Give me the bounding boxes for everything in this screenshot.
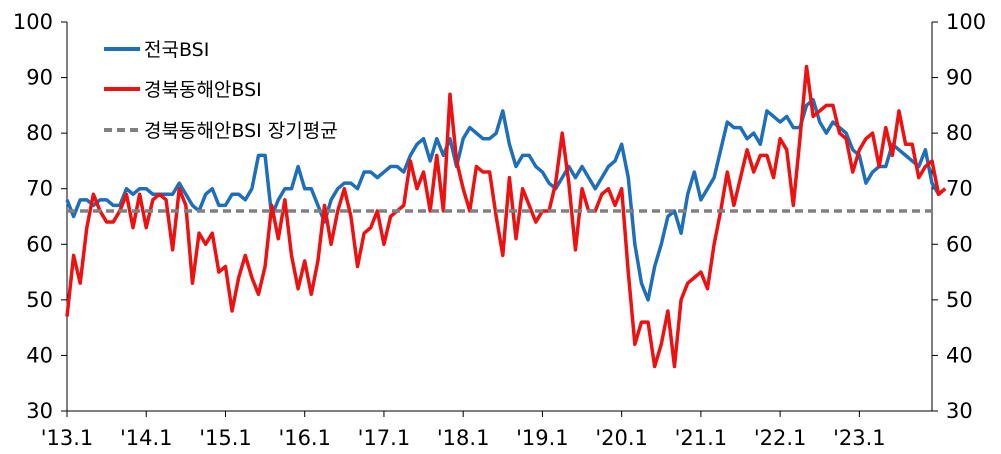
right-y-tick-label: 70 [946, 177, 973, 201]
right-y-tick-label: 30 [946, 399, 973, 423]
x-tick-label: '20.1 [595, 426, 648, 450]
left-y-tick-label: 50 [26, 288, 53, 312]
x-tick-label: '23.1 [833, 426, 886, 450]
legend: 전국BSI 경북동해안BSI 경북동해안BSI 장기평균 [104, 39, 338, 142]
x-tick-label: '21.1 [675, 426, 728, 450]
x-tick-label: '22.1 [754, 426, 807, 450]
x-tick-label: '15.1 [199, 426, 252, 450]
x-tick-label: '13.1 [41, 426, 94, 450]
right-y-tick-label: 100 [946, 10, 986, 34]
x-tick-label: '19.1 [516, 426, 569, 450]
left-y-tick-label: 70 [26, 177, 53, 201]
right-y-tick-label: 90 [946, 66, 973, 90]
left-y-tick-label: 30 [26, 399, 53, 423]
left-y-tick-label: 90 [26, 66, 53, 90]
left-y-tick-label: 100 [13, 10, 53, 34]
x-tick-label: '18.1 [437, 426, 490, 450]
left-y-tick-label: 60 [26, 232, 53, 256]
left-y-tick-label: 80 [26, 121, 53, 145]
right-y-tick-label: 60 [946, 232, 973, 256]
right-y-tick-label: 40 [946, 343, 973, 367]
legend-label-1: 경북동해안BSI [144, 79, 262, 101]
series-line-1 [65, 64, 947, 369]
right-y-tick-label: 80 [946, 121, 973, 145]
x-tick-label: '17.1 [358, 426, 411, 450]
legend-label-2: 경북동해안BSI 장기평균 [144, 120, 338, 142]
left-y-tick-label: 40 [26, 343, 53, 367]
x-tick-label: '14.1 [120, 426, 173, 450]
axes-layer: 30 40 50 60 70 80 90 100 30 40 50 60 70 80 90 100 '13.1 '… [13, 10, 986, 450]
series-line-0 [65, 98, 947, 302]
legend-label-0: 전국BSI [144, 39, 209, 61]
series-layer [65, 64, 947, 369]
right-y-tick-label: 50 [946, 288, 973, 312]
x-tick-label: '16.1 [278, 426, 331, 450]
